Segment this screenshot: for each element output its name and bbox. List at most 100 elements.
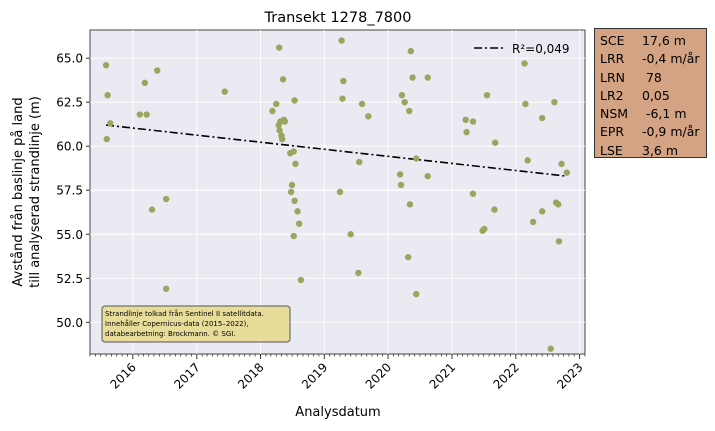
- statistics-box: SCE 17,6 m LRR -0,4 m/år LRN 78 LR2 0,05 NS…: [594, 28, 707, 158]
- data-point: [407, 47, 414, 55]
- data-point: [288, 181, 296, 189]
- stat-key: EPR: [600, 124, 625, 140]
- stat-key: LRN: [600, 69, 625, 85]
- data-source-note: Strandlinje tolkad från Sentinel II sate…: [101, 305, 291, 343]
- trend-line: [105, 124, 567, 177]
- data-point: [563, 169, 571, 176]
- data-point: [483, 91, 491, 99]
- data-point: [290, 148, 297, 155]
- trend-line-layer: [105, 124, 567, 177]
- stat-value: -0,4 m/år: [642, 51, 700, 67]
- data-point: [276, 44, 283, 51]
- data-point: [276, 127, 283, 134]
- x-tick-label: 2020: [363, 360, 394, 391]
- stat-row-lrn: LRN 78: [600, 69, 706, 87]
- chart-title: Transekt 1278_7800: [264, 10, 412, 26]
- data-point: [356, 158, 363, 166]
- data-point: [143, 111, 150, 118]
- data-point: [396, 171, 404, 178]
- data-point: [469, 118, 477, 125]
- data-point: [162, 285, 170, 293]
- data-point: [279, 76, 287, 83]
- stat-key: LSE: [600, 142, 623, 158]
- data-point: [424, 172, 431, 180]
- y-tick-label: 52.5: [56, 272, 83, 286]
- data-point: [413, 155, 420, 162]
- data-point: [413, 290, 420, 298]
- stat-key: LRR: [600, 51, 625, 67]
- y-axis-label: Avstånd från baslinje på land till analy…: [11, 96, 43, 288]
- data-point: [103, 135, 110, 143]
- stat-row-nsm: NSM -6,1 m: [600, 105, 706, 123]
- data-point: [409, 74, 416, 81]
- y-tick-label: 60.0: [56, 140, 83, 154]
- data-point: [555, 201, 562, 208]
- data-point: [398, 91, 406, 99]
- stat-value: -0,9 m/år: [642, 124, 700, 140]
- data-point: [295, 220, 303, 227]
- data-point: [294, 208, 301, 215]
- data-point: [136, 111, 143, 118]
- y-tick-label: 62.5: [56, 96, 83, 110]
- data-point: [221, 88, 228, 95]
- data-point: [463, 128, 470, 136]
- x-tick-label: 2016: [107, 360, 138, 391]
- data-point: [281, 118, 289, 125]
- y-tick-label: 55.0: [56, 228, 83, 242]
- data-point: [162, 195, 170, 203]
- legend: R²=0,049: [474, 42, 570, 56]
- stat-row-epr: EPR -0,9 m/år: [600, 123, 706, 141]
- stat-value: 3,6 m: [642, 142, 679, 158]
- data-point: [551, 98, 558, 106]
- data-point: [365, 113, 372, 120]
- x-tick-label: 2022: [490, 360, 521, 391]
- data-point: [141, 79, 149, 87]
- data-point: [406, 107, 413, 115]
- data-point: [558, 160, 565, 168]
- stat-key: NSM: [600, 106, 629, 122]
- stat-row-lrr: LRR -0,4 m/år: [600, 50, 706, 68]
- data-point: [555, 238, 563, 245]
- data-point: [291, 97, 298, 104]
- data-point: [491, 206, 498, 213]
- note-box: [101, 305, 291, 343]
- data-point: [340, 77, 347, 85]
- x-axis-label: Analysdatum: [295, 405, 380, 420]
- data-point: [107, 120, 114, 127]
- data-point: [273, 100, 280, 108]
- data-point: [355, 269, 362, 277]
- stat-row-sce: SCE 17,6 m: [600, 32, 706, 50]
- data-point: [462, 116, 469, 124]
- y-axis-label-line-2: till analyserad strandlinje (m): [28, 96, 43, 288]
- data-point: [547, 345, 554, 352]
- data-point: [358, 100, 366, 108]
- data-point: [290, 232, 297, 240]
- data-point: [401, 98, 408, 106]
- data-point: [424, 74, 431, 81]
- x-tick-label: 2018: [235, 360, 266, 391]
- data-point: [297, 276, 305, 284]
- data-point: [287, 188, 295, 196]
- data-point: [524, 157, 531, 164]
- data-point: [491, 139, 499, 146]
- note-line-3: databearbetning: Brockmann. © SGI.: [105, 330, 236, 338]
- data-point: [529, 218, 537, 226]
- data-point: [404, 253, 412, 261]
- data-point: [291, 197, 298, 205]
- x-tick-label: 2023: [554, 360, 585, 391]
- stat-key: LR2: [600, 87, 624, 103]
- data-point: [522, 100, 529, 108]
- stat-value: -6,1 m: [642, 106, 687, 122]
- data-point: [292, 160, 299, 168]
- data-point: [339, 95, 346, 102]
- data-point: [269, 107, 276, 115]
- y-tick-label: 50.0: [56, 316, 83, 330]
- data-point: [336, 188, 344, 196]
- data-point: [397, 181, 405, 189]
- y-tick-label: 57.5: [56, 184, 83, 198]
- data-point: [347, 231, 354, 238]
- data-point: [104, 91, 111, 99]
- y-tick-label: 65.0: [56, 52, 83, 66]
- data-point: [469, 190, 477, 197]
